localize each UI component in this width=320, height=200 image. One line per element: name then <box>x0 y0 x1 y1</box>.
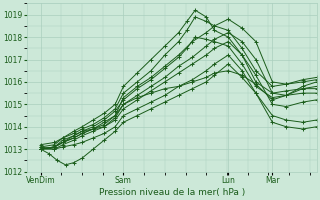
X-axis label: Pression niveau de la mer( hPa ): Pression niveau de la mer( hPa ) <box>99 188 245 197</box>
